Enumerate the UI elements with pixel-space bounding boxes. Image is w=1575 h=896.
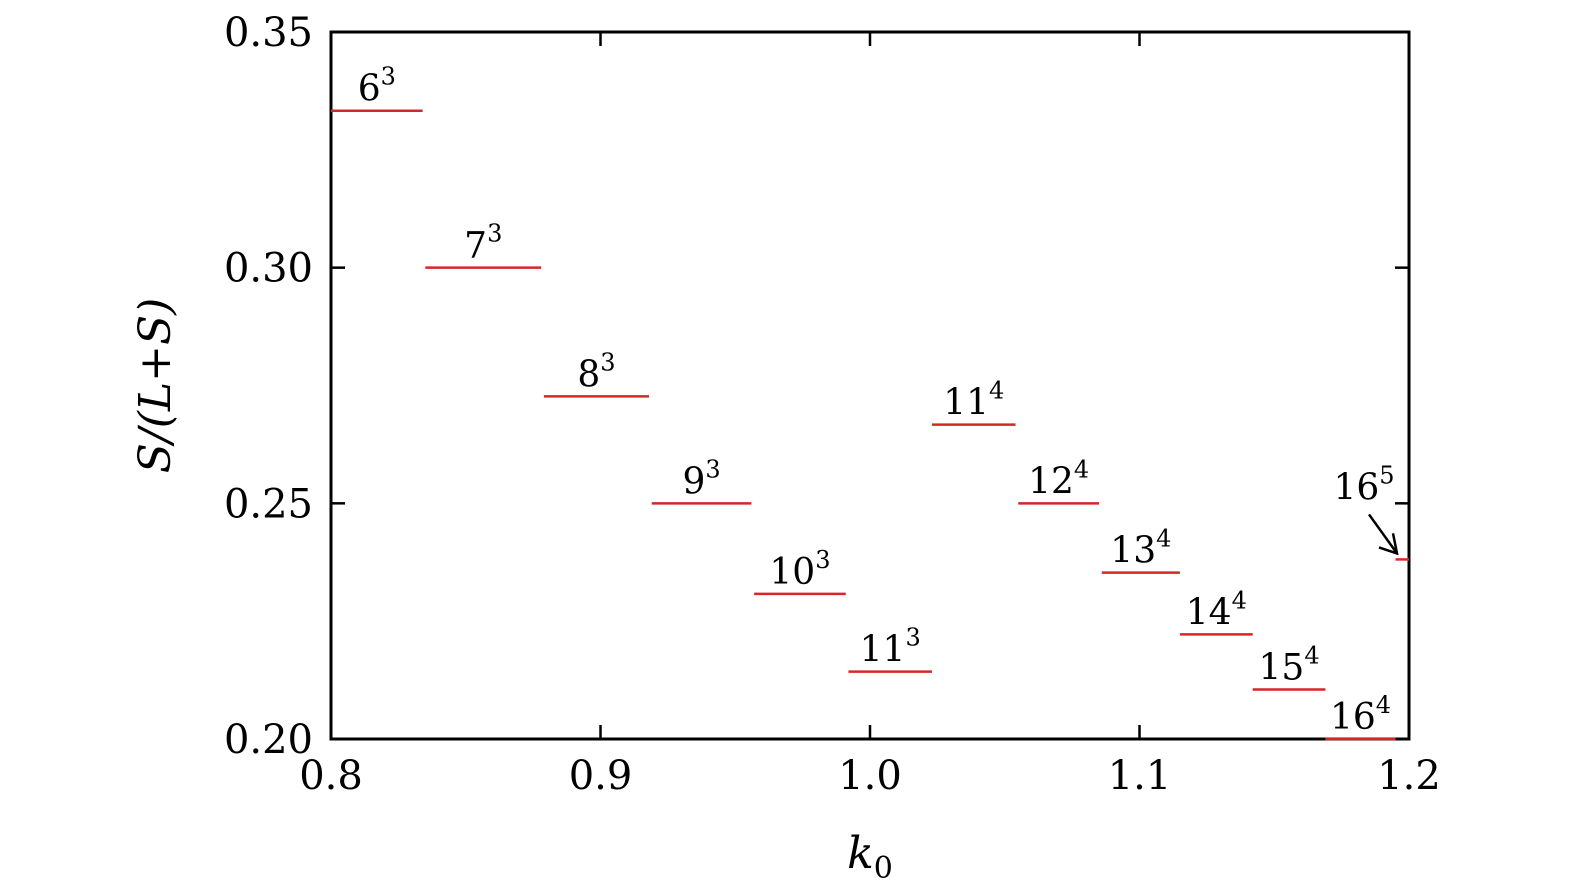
x-axis-title: k0 — [847, 828, 893, 886]
y-tick-label: 0.35 — [224, 10, 313, 56]
annotation-arrow — [1367, 513, 1399, 555]
segment-label: 93 — [682, 455, 720, 502]
x-tick-label: 1.1 — [1108, 753, 1172, 799]
x-tick-label: 1.2 — [1377, 753, 1441, 799]
segment-label: 103 — [769, 546, 830, 593]
y-tick-label: 0.20 — [224, 717, 313, 763]
segment-label: 144 — [1186, 586, 1247, 633]
x-tick-label: 1.0 — [838, 753, 902, 799]
segment-label: 164 — [1330, 691, 1391, 738]
segment-label: 113 — [860, 624, 921, 671]
y-tick-label: 0.25 — [224, 481, 313, 527]
y-axis-title: S/(L+S) — [130, 298, 181, 474]
segment-label: 73 — [464, 220, 502, 267]
segment-label: 154 — [1259, 642, 1320, 689]
segment-label: 63 — [358, 63, 396, 110]
segment-label: 124 — [1028, 455, 1089, 502]
segment-label: 83 — [577, 348, 615, 395]
x-tick-label: 0.9 — [569, 753, 633, 799]
y-tick-label: 0.30 — [224, 246, 313, 292]
annotation-arrow-head — [1378, 533, 1399, 556]
x-tick-label: 0.8 — [299, 753, 363, 799]
segment-label: 165 — [1333, 461, 1394, 508]
segment-label: 134 — [1110, 525, 1171, 572]
segment-label: 114 — [943, 377, 1004, 424]
